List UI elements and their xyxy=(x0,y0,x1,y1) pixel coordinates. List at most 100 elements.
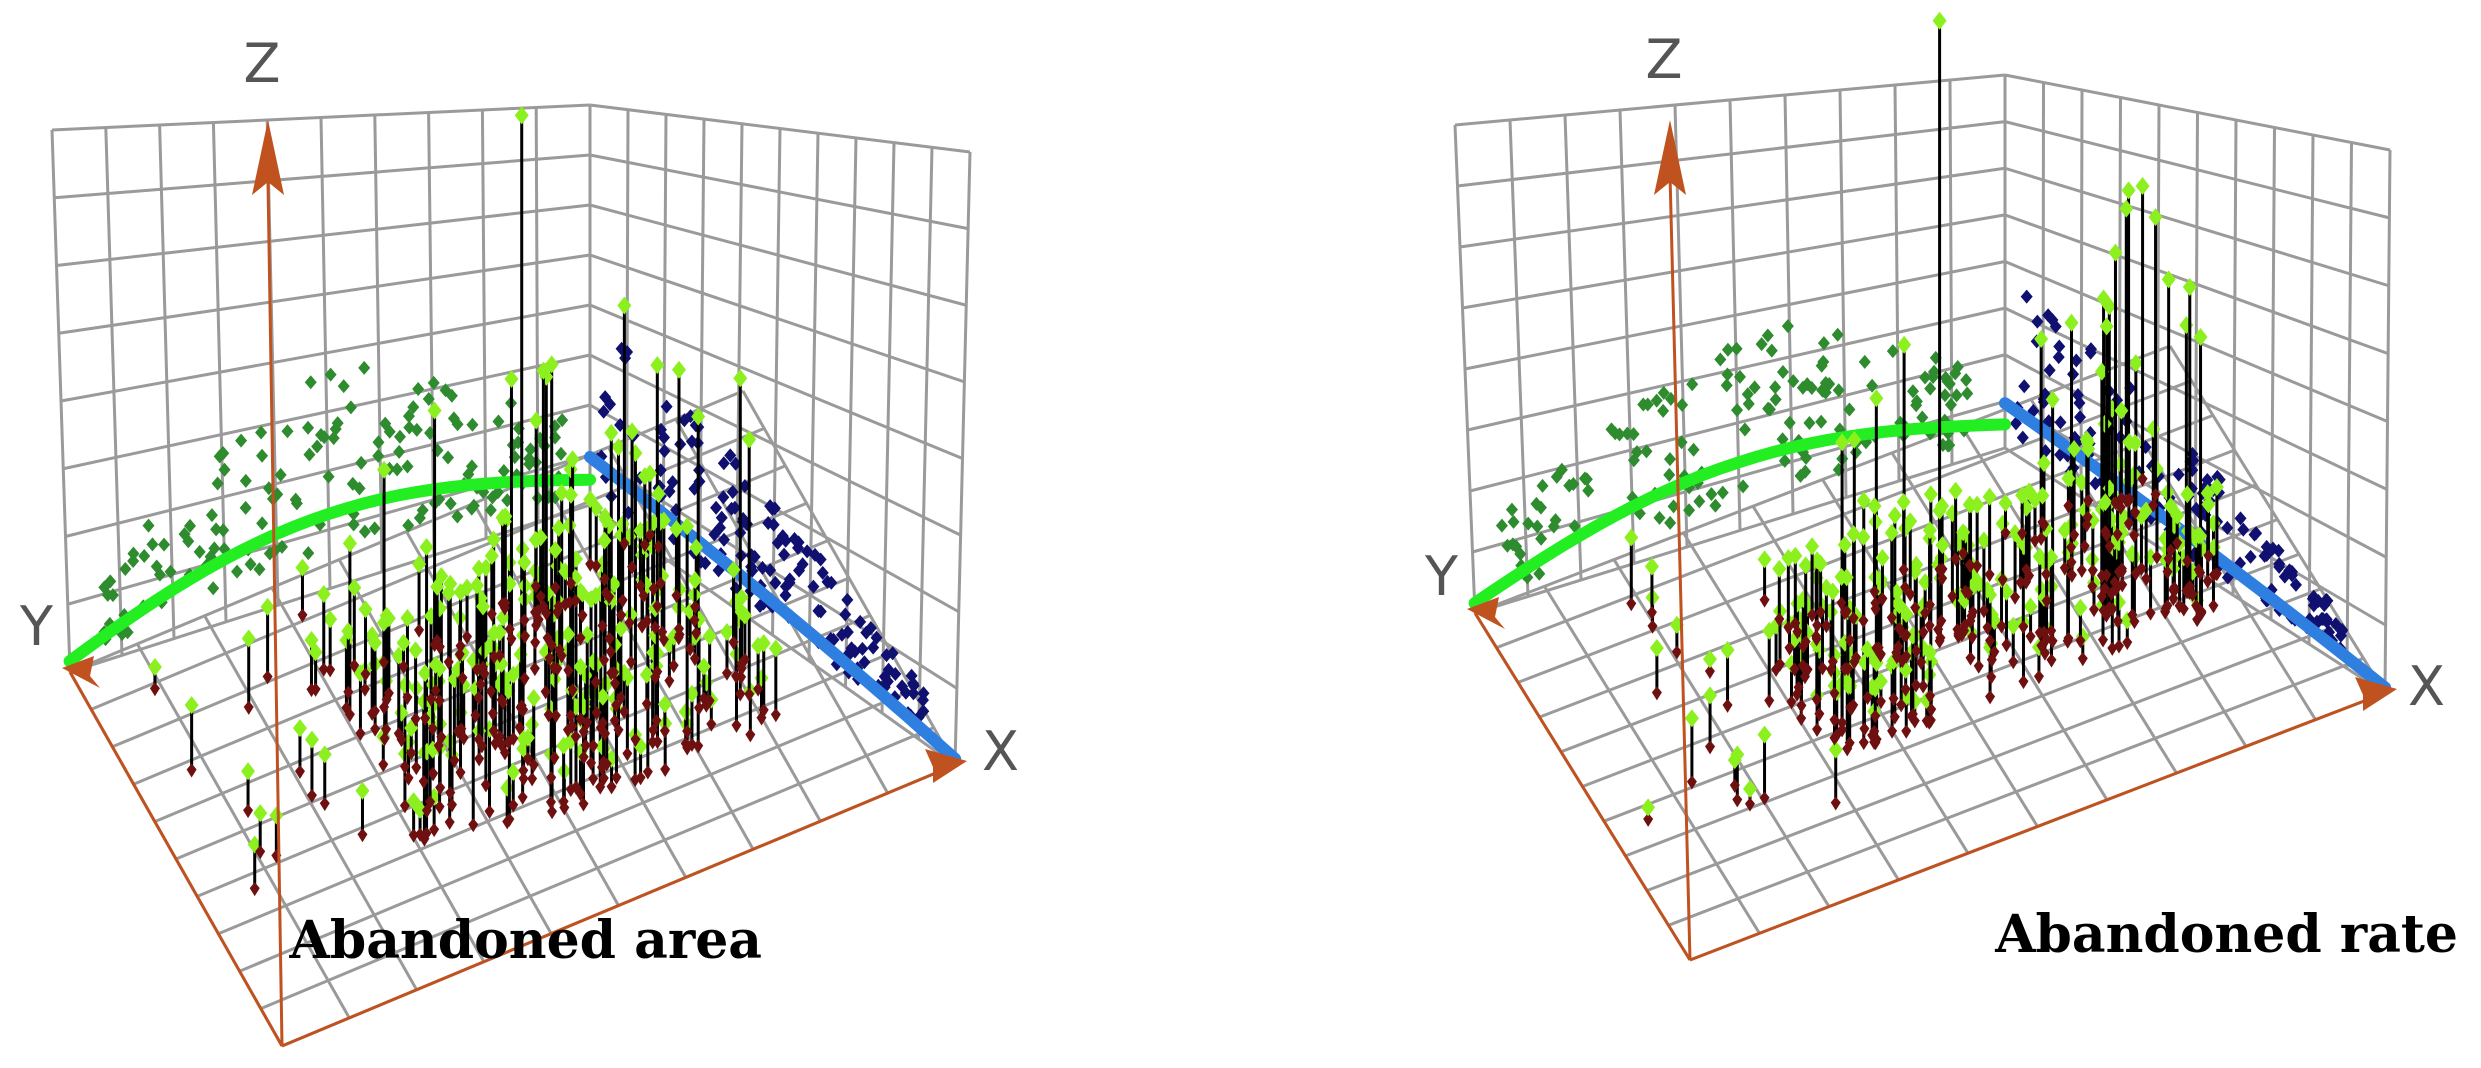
point-base-marker xyxy=(1996,619,2007,634)
point-base-marker xyxy=(721,666,732,681)
point-base-marker xyxy=(591,706,602,721)
data-points xyxy=(1624,11,2224,827)
point-base-marker xyxy=(1967,605,1978,620)
xz-projection-point xyxy=(814,552,827,567)
wall-gridline xyxy=(2004,73,2391,152)
point-base-marker xyxy=(706,717,717,732)
point-base-marker xyxy=(1827,655,1838,670)
yz-projection-point xyxy=(413,511,426,526)
point-base-marker xyxy=(2083,494,2094,509)
point-base-marker xyxy=(682,724,693,739)
data-point xyxy=(418,664,433,683)
data-point xyxy=(1757,725,1772,744)
point-base-marker xyxy=(2104,601,2115,616)
data-point xyxy=(1828,740,1843,759)
point-base-marker xyxy=(243,700,254,715)
yz-projection-point xyxy=(555,446,568,461)
point-base-marker xyxy=(2182,554,2193,569)
yz-projection-point xyxy=(1761,328,1774,343)
point-base-marker xyxy=(2066,555,2077,570)
point-base-marker xyxy=(474,752,485,767)
point-base-marker xyxy=(653,540,664,555)
yz-projection-point xyxy=(239,500,252,515)
x-axis-arrow xyxy=(2355,677,2397,711)
point-base-marker xyxy=(1786,695,1797,710)
data-point xyxy=(2209,478,2224,497)
point-base-marker xyxy=(294,765,305,780)
data-point xyxy=(469,576,484,595)
point-base-marker xyxy=(639,538,650,553)
point-base-marker xyxy=(360,682,371,697)
point-base-marker xyxy=(570,780,581,795)
point-base-marker xyxy=(447,798,458,813)
data-point xyxy=(1932,501,1947,520)
point-base-marker xyxy=(421,826,432,841)
data-point xyxy=(1624,528,1639,547)
data-point xyxy=(2073,598,2088,617)
point-base-marker xyxy=(1774,612,1785,627)
point-base-marker xyxy=(1907,707,1918,722)
yz-projection-point xyxy=(433,492,446,507)
point-base-marker xyxy=(1859,722,1870,737)
yz-projection-point xyxy=(372,448,385,463)
yz-projection-point xyxy=(402,409,415,424)
data-point xyxy=(625,422,640,441)
yz-projection-point xyxy=(1664,391,1677,406)
wall-gridline xyxy=(1464,260,2006,371)
wall-gridline xyxy=(2004,166,2390,288)
point-base-marker xyxy=(2109,575,2120,590)
axes xyxy=(62,120,967,1048)
point-base-marker xyxy=(1973,659,1984,674)
yz-projection-point xyxy=(1776,365,1789,380)
data-point xyxy=(323,610,338,629)
point-base-marker xyxy=(1817,661,1828,676)
point-base-marker xyxy=(2008,655,2019,670)
point-base-marker xyxy=(1797,659,1808,674)
point-base-marker xyxy=(2169,581,2180,596)
point-base-marker xyxy=(2077,652,2088,667)
data-point xyxy=(1788,546,1803,565)
z-axis-label: Z xyxy=(1646,28,1683,91)
point-base-marker xyxy=(630,733,641,748)
data-point xyxy=(413,800,428,819)
plot-marks-rate xyxy=(1453,11,2397,962)
point-base-marker xyxy=(486,607,497,622)
data-point xyxy=(1982,487,1997,506)
data-point xyxy=(241,762,256,781)
data-point xyxy=(536,361,551,380)
wall-gridline xyxy=(2004,260,2389,423)
point-base-marker xyxy=(1848,698,1859,713)
xz-projection-point xyxy=(2043,363,2056,378)
yz-projection-point xyxy=(311,439,324,454)
data-point xyxy=(563,485,578,504)
data-point xyxy=(554,483,569,502)
data-point xyxy=(657,695,672,714)
wall-gridline xyxy=(60,303,591,403)
point-base-marker xyxy=(522,752,533,767)
yz-projection-point xyxy=(1536,478,1549,493)
data-point xyxy=(734,588,749,607)
point-base-marker xyxy=(627,560,638,575)
point-base-marker xyxy=(590,675,601,690)
point-base-marker xyxy=(1894,621,1905,636)
point-base-marker xyxy=(530,636,541,651)
wall-gridline xyxy=(589,303,964,460)
yz-projection-point xyxy=(1505,502,1518,517)
data-point xyxy=(1948,481,1963,500)
data-point xyxy=(650,356,665,375)
point-base-marker xyxy=(2145,606,2156,621)
data-point xyxy=(1970,495,1985,514)
yz-projection-point xyxy=(347,517,360,532)
point-base-marker xyxy=(444,815,455,830)
point-base-marker xyxy=(2010,590,2021,605)
point-base-marker xyxy=(2041,567,2052,582)
xz-projection-point xyxy=(729,456,742,471)
data-point xyxy=(476,597,491,616)
x-axis-arrow xyxy=(925,749,967,783)
xz-projection-point xyxy=(907,678,920,693)
point-base-marker xyxy=(2088,603,2099,618)
data-point xyxy=(396,633,411,652)
point-base-marker xyxy=(1952,623,1963,638)
xz-projection-point xyxy=(816,565,829,580)
